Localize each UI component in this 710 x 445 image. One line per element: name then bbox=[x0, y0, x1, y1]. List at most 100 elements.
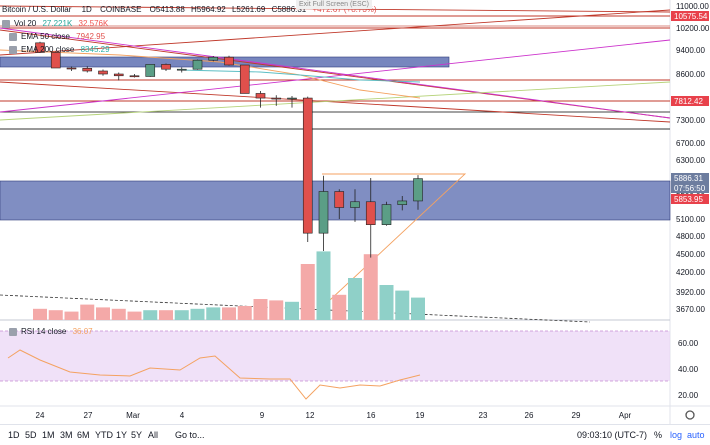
log-toggle[interactable]: log bbox=[670, 430, 683, 440]
candle-body[interactable] bbox=[350, 201, 360, 208]
price-tick-label: 7300.00 bbox=[676, 116, 705, 125]
candle-body[interactable] bbox=[255, 93, 266, 99]
volume-bar bbox=[363, 254, 378, 320]
candle-body[interactable] bbox=[35, 42, 45, 53]
goto-button[interactable]: Go to... bbox=[175, 430, 205, 440]
volume-bar bbox=[206, 307, 221, 320]
candle-body[interactable] bbox=[271, 97, 282, 100]
time-tick-label: 27 bbox=[84, 411, 93, 420]
volume-bar bbox=[96, 307, 110, 320]
candle-body[interactable] bbox=[129, 75, 140, 78]
rsi-tick-label: 20.00 bbox=[678, 391, 699, 400]
symbol-header: Bitcoin / U.S. Dollar 1D COINBASE O5413.… bbox=[2, 5, 377, 14]
symbol-name[interactable]: Bitcoin / U.S. Dollar bbox=[2, 5, 72, 14]
candle-body[interactable] bbox=[113, 73, 124, 77]
clock-display[interactable]: 09:03:10 (UTC-7) bbox=[577, 430, 648, 440]
range-all[interactable]: All bbox=[148, 430, 159, 440]
ema50-value: 7942.95 bbox=[76, 32, 106, 41]
range-1d[interactable]: 1D bbox=[8, 430, 20, 440]
trend-line[interactable] bbox=[0, 81, 671, 121]
candle-body[interactable] bbox=[161, 64, 171, 70]
candle-body[interactable] bbox=[224, 56, 234, 66]
volume-bar bbox=[159, 310, 173, 320]
candle-body[interactable] bbox=[381, 204, 392, 225]
candle-body[interactable] bbox=[98, 70, 108, 75]
ohlc-open: O5413.88 bbox=[149, 5, 185, 14]
volume-bar bbox=[143, 310, 158, 320]
rsi-tick-label: 40.00 bbox=[678, 365, 699, 374]
price-tick-label: 11000.00 bbox=[676, 2, 709, 11]
vol-value-2: 32.576K bbox=[78, 19, 109, 28]
price-badge bbox=[671, 173, 709, 183]
candle-body[interactable] bbox=[318, 191, 329, 234]
price-tick-label: 10200.00 bbox=[676, 24, 710, 33]
candle-body[interactable] bbox=[239, 64, 250, 94]
trend-line[interactable] bbox=[0, 5, 671, 13]
ema200-value: 8345.29 bbox=[80, 45, 110, 54]
price-tick-label: 4800.00 bbox=[676, 232, 705, 241]
eye-icon[interactable] bbox=[9, 328, 17, 336]
range-1y[interactable]: 1Y bbox=[116, 430, 128, 440]
gear-icon[interactable] bbox=[685, 410, 695, 420]
candle-body[interactable] bbox=[397, 200, 408, 205]
trend-line[interactable] bbox=[0, 81, 671, 123]
candle-body[interactable] bbox=[302, 97, 313, 234]
ema50-legend[interactable]: EMA 50 close 7942.95 bbox=[9, 32, 106, 41]
range-5y[interactable]: 5Y bbox=[131, 430, 143, 440]
vol-legend[interactable]: Vol 20 27.221K 32.576K bbox=[2, 19, 109, 28]
candle-body[interactable] bbox=[176, 68, 187, 71]
candle-body[interactable] bbox=[50, 52, 61, 69]
ema200-legend[interactable]: EMA 200 close 8345.29 bbox=[9, 45, 110, 54]
range-6m[interactable]: 6M bbox=[77, 430, 90, 440]
price-tick-label: 5100.00 bbox=[676, 215, 705, 224]
exit-fullscreen-button[interactable]: Exit Full Screen (ESC) bbox=[296, 0, 373, 9]
rsi-legend[interactable]: RSI 14 close 36.07 bbox=[9, 327, 93, 336]
interval-label[interactable]: 1D bbox=[81, 5, 92, 14]
volume-bar bbox=[269, 300, 284, 320]
auto-toggle[interactable]: auto bbox=[687, 430, 705, 440]
time-tick-label: 26 bbox=[525, 411, 534, 420]
volume-bar bbox=[174, 310, 189, 320]
eye-icon[interactable] bbox=[9, 46, 17, 54]
candle-body[interactable] bbox=[413, 178, 423, 202]
candle-body[interactable] bbox=[66, 67, 77, 70]
candle-body[interactable] bbox=[145, 64, 156, 77]
eye-icon[interactable] bbox=[9, 33, 17, 41]
price-badge-label: 5886.31 bbox=[674, 174, 703, 183]
trend-line[interactable] bbox=[0, 27, 671, 119]
trend-line[interactable] bbox=[0, 9, 671, 56]
candle-body[interactable] bbox=[287, 97, 297, 100]
range-5d[interactable]: 5D bbox=[25, 430, 37, 440]
trend-line[interactable] bbox=[0, 39, 671, 113]
range-ytd[interactable]: YTD bbox=[95, 430, 113, 440]
candle-body[interactable] bbox=[334, 191, 345, 208]
candle-body[interactable] bbox=[365, 201, 376, 225]
candle-body[interactable] bbox=[192, 59, 203, 70]
volume-bar bbox=[64, 311, 79, 320]
price-badge bbox=[671, 183, 709, 193]
price-change: +472.67 (+8.73%) bbox=[312, 5, 377, 14]
volume-bar bbox=[348, 278, 362, 320]
range-3m[interactable]: 3M bbox=[60, 430, 73, 440]
candle-body[interactable] bbox=[82, 68, 93, 72]
eye-icon[interactable] bbox=[2, 20, 10, 28]
time-tick-label: 24 bbox=[36, 411, 45, 420]
price-badge-label: 07:56:50 bbox=[674, 184, 706, 193]
price-tick-label: 6300.00 bbox=[676, 156, 705, 165]
candle-body[interactable] bbox=[208, 56, 219, 61]
time-tick-label: 9 bbox=[260, 411, 265, 420]
range-1m[interactable]: 1M bbox=[42, 430, 55, 440]
ohlc-high: H5964.92 bbox=[191, 5, 226, 14]
ema50-label: EMA 50 close bbox=[21, 32, 70, 41]
rsi-band bbox=[0, 331, 670, 381]
price-badge-label: 5853.95 bbox=[674, 195, 703, 204]
volume-bar bbox=[33, 308, 47, 320]
time-tick-label: Mar bbox=[126, 411, 140, 420]
volume-bar bbox=[379, 285, 394, 320]
price-badge bbox=[671, 11, 709, 21]
price-badge-label: 10575.54 bbox=[674, 12, 708, 21]
time-tick-label: 12 bbox=[306, 411, 315, 420]
percent-toggle[interactable]: % bbox=[654, 430, 663, 440]
volume-bar bbox=[80, 304, 95, 320]
